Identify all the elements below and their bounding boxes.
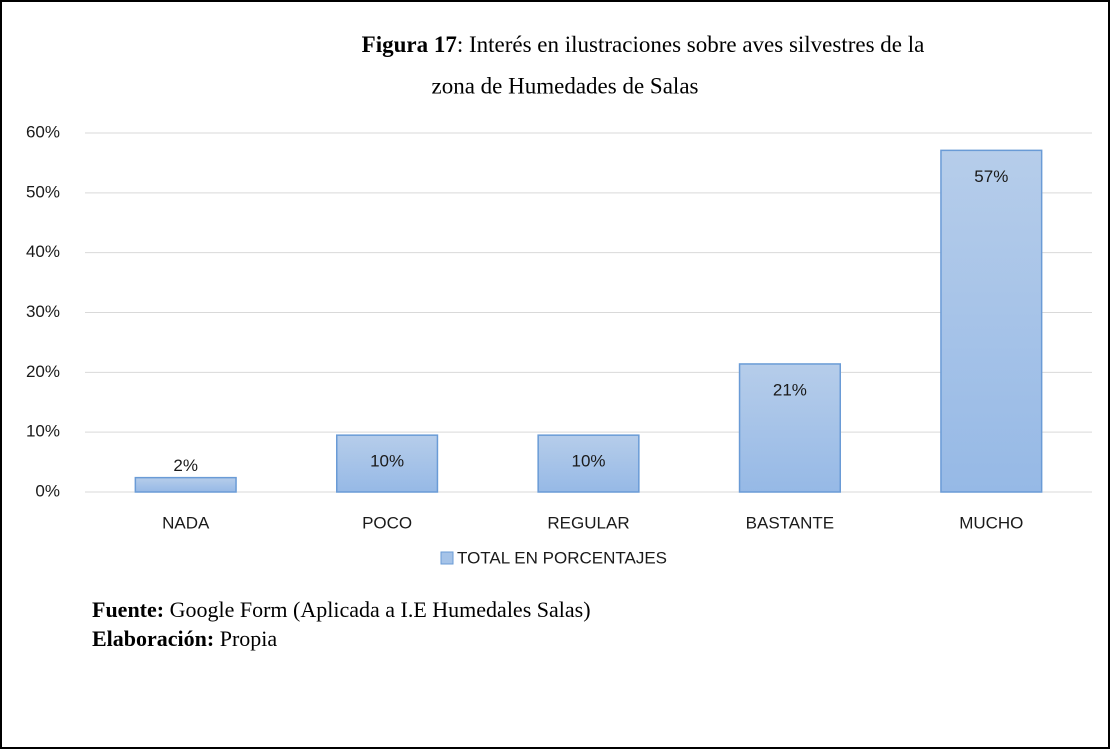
bar (940, 149, 1043, 493)
title-line: : Interés en ilustraciones sobre aves si… (457, 32, 925, 57)
bar (738, 363, 841, 493)
x-tick-label: REGULAR (547, 513, 629, 532)
y-tick-label: 20% (26, 362, 60, 381)
y-tick-label: 40% (26, 242, 60, 261)
source-label: Fuente: (92, 597, 164, 622)
data-label: 10% (370, 452, 404, 471)
figure-label: Figura 17 (362, 32, 457, 57)
source-text: Google Form (Aplicada a I.E Humedales Sa… (170, 597, 591, 622)
legend-swatch (440, 551, 454, 565)
bar (134, 476, 237, 493)
y-tick-label: 30% (26, 302, 60, 321)
source: Fuente: Google Form (Aplicada a I.E Hume… (92, 597, 591, 622)
y-tick-label: 0% (35, 481, 60, 500)
data-label: 2% (173, 456, 198, 475)
bar (537, 434, 640, 493)
chart-title: Figura 17: Interés en ilustraciones sobr… (362, 32, 925, 57)
legend-label: TOTAL EN PORCENTAJES (457, 548, 667, 567)
data-label: 21% (773, 380, 807, 399)
chart-title: zona de Humedades de Salas (432, 73, 699, 98)
y-tick-label: 10% (26, 422, 60, 441)
data-label: 57% (974, 167, 1008, 186)
x-tick-label: BASTANTE (746, 513, 834, 532)
y-tick-label: 60% (26, 122, 60, 141)
y-tick-label: 50% (26, 182, 60, 201)
x-tick-label: NADA (162, 513, 210, 532)
credit-label: Elaboración: (92, 626, 214, 651)
x-tick-label: POCO (362, 513, 412, 532)
data-label: 10% (571, 452, 605, 471)
x-tick-label: MUCHO (959, 513, 1023, 532)
credit: Elaboración: Propia (92, 626, 277, 651)
bar (336, 434, 439, 493)
credit-text: Propia (220, 626, 278, 651)
